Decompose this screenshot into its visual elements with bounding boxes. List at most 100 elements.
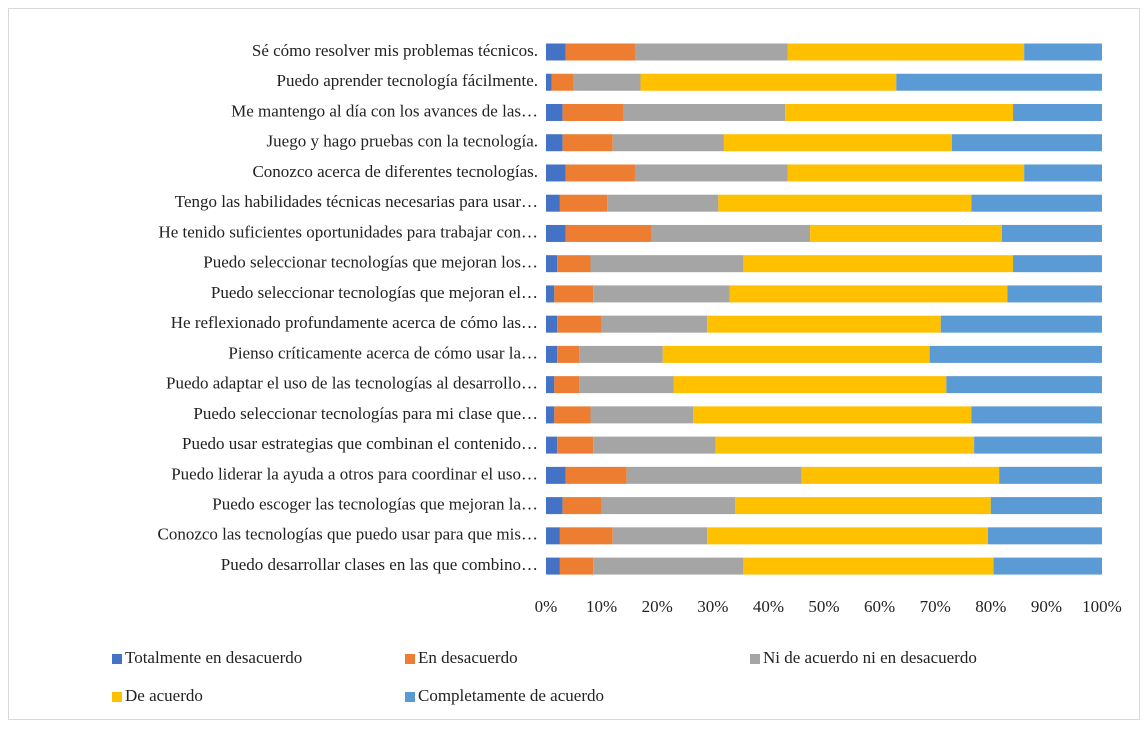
bar-segment	[593, 436, 716, 454]
bar-segment	[971, 406, 1102, 424]
bar-segment	[626, 466, 802, 484]
bar-segment	[946, 376, 1102, 394]
bar-segment	[554, 376, 580, 394]
bar-segment	[546, 255, 558, 273]
bar-segment	[546, 345, 558, 363]
bar-segment	[601, 315, 708, 333]
bar-segment	[557, 315, 602, 333]
bar-segment	[707, 527, 989, 545]
y-tick-label: Puedo liderar la ayuda a otros para coor…	[171, 464, 538, 483]
bar-segment	[565, 43, 635, 61]
y-tick-label: Puedo desarrollar clases en las que comb…	[221, 555, 538, 574]
x-tick-label: 70%	[920, 597, 951, 616]
bar-segment	[557, 436, 594, 454]
bar-segment	[546, 73, 552, 91]
bar-segment	[593, 557, 744, 575]
bar-segment	[693, 406, 972, 424]
bar-segment	[707, 315, 941, 333]
bar-segment	[940, 315, 1102, 333]
bar-segment	[951, 134, 1102, 152]
bar-segment	[579, 345, 663, 363]
y-tick-label: Tengo las habilidades técnicas necesaria…	[175, 192, 538, 211]
bar-segment	[662, 345, 930, 363]
bar-segment	[634, 164, 788, 182]
bar-segment	[546, 315, 558, 333]
bar-segment	[612, 527, 708, 545]
bar-segment	[743, 557, 994, 575]
bar-segment	[559, 527, 613, 545]
bar-segment	[601, 497, 736, 515]
y-tick-label: Juego y hago pruebas con la tecnología.	[267, 132, 538, 151]
bar-segment	[565, 224, 652, 242]
y-tick-label: Me mantengo al día con los avances de la…	[231, 101, 538, 120]
bar-segment	[1013, 103, 1102, 121]
y-tick-label: Puedo seleccionar tecnologías que mejora…	[203, 253, 538, 272]
bar-segment	[557, 345, 580, 363]
bar-segment	[1024, 164, 1102, 182]
bar-segment	[723, 134, 952, 152]
bar-segment	[1024, 43, 1102, 61]
bar-segment	[562, 103, 624, 121]
bar-segment	[787, 43, 1025, 61]
bar-segment	[546, 497, 563, 515]
y-tick-label: Puedo aprender tecnología fácilmente.	[277, 71, 539, 90]
bar-segment	[974, 436, 1102, 454]
legend-label: De acuerdo	[125, 686, 203, 705]
x-tick-label: 20%	[642, 597, 673, 616]
bar-segment	[546, 103, 563, 121]
bar-segment	[640, 73, 897, 91]
bar-segment	[999, 466, 1102, 484]
bar-segment	[546, 164, 566, 182]
x-tick-label: 10%	[586, 597, 617, 616]
bar-segment	[810, 224, 1002, 242]
bar-segment	[546, 194, 560, 212]
bar-segment	[559, 557, 594, 575]
x-tick-label: 50%	[808, 597, 839, 616]
x-tick-label: 60%	[864, 597, 895, 616]
legend-swatch	[750, 654, 760, 664]
bar-segment	[729, 285, 1008, 303]
bar-segment	[579, 376, 674, 394]
x-tick-label: 30%	[697, 597, 728, 616]
bar-segment	[551, 73, 574, 91]
bar-segment	[562, 497, 602, 515]
bar-segment	[801, 466, 1000, 484]
bar-segment	[554, 406, 591, 424]
x-tick-label: 100%	[1082, 597, 1122, 616]
y-tick-label: Puedo adaptar el uso de las tecnologías …	[166, 374, 538, 393]
legend-swatch	[405, 692, 415, 702]
chart-border	[8, 8, 1140, 720]
bar-segment	[673, 376, 947, 394]
bar-segment	[565, 466, 627, 484]
bar-segment	[651, 224, 811, 242]
bar-segment	[971, 194, 1102, 212]
bar-segment	[634, 43, 788, 61]
bar-segment	[546, 224, 566, 242]
bar-segment	[623, 103, 786, 121]
bar-segment	[546, 406, 555, 424]
bar-segment	[559, 194, 608, 212]
bar-segment	[546, 527, 560, 545]
bar-segment	[896, 73, 1102, 91]
bar-segment	[1001, 224, 1102, 242]
bar-segment	[715, 436, 975, 454]
bar-segment	[554, 285, 594, 303]
bar-segment	[988, 527, 1102, 545]
bar-segment	[562, 134, 613, 152]
y-tick-label: He reflexionado profundamente acerca de …	[171, 313, 538, 332]
y-tick-label: Pienso críticamente acerca de cómo usar …	[228, 343, 538, 362]
y-tick-label: Conozco acerca de diferentes tecnologías…	[252, 162, 538, 181]
bar-segment	[718, 194, 972, 212]
bar-segment	[573, 73, 641, 91]
bar-segment	[612, 134, 724, 152]
bar-segment	[546, 436, 558, 454]
legend-swatch	[112, 654, 122, 664]
bar-segment	[590, 406, 694, 424]
bar-segment	[546, 134, 563, 152]
bar-segment	[1007, 285, 1102, 303]
x-tick-label: 80%	[975, 597, 1006, 616]
bar-segment	[735, 497, 991, 515]
x-tick-label: 40%	[753, 597, 784, 616]
bar-segment	[590, 255, 744, 273]
